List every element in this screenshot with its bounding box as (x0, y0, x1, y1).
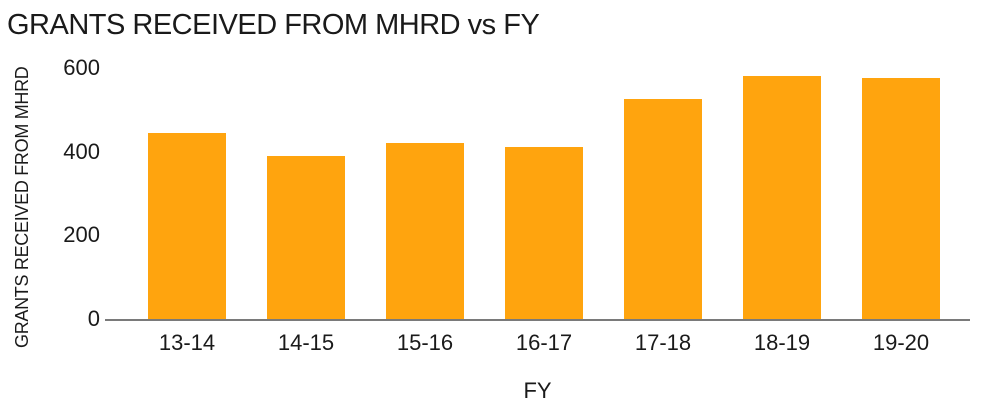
x-tick-label-19-20: 19-20 (872, 330, 930, 355)
y-axis-title: GRANTS RECEIVED FROM MHRD (12, 66, 32, 348)
x-axis-line (105, 319, 970, 321)
x-tick-label-15-16: 15-16 (396, 330, 454, 355)
y-tick-label-0: 0 (87, 306, 100, 331)
x-axis-title: FY (523, 378, 552, 403)
y-tick-label-600: 600 (63, 55, 100, 80)
x-tick-label-14-15: 14-15 (277, 330, 335, 355)
bar-15-16 (386, 143, 464, 319)
bar-14-15 (267, 156, 345, 319)
y-tick-label-400: 400 (63, 138, 100, 164)
x-tick-label-16-17: 16-17 (515, 330, 573, 355)
bar-16-17 (505, 147, 583, 319)
bar-13-14 (148, 133, 226, 319)
bar-19-20 (862, 78, 940, 319)
x-tick-label-18-19: 18-19 (753, 330, 811, 355)
chart-title: GRANTS RECEIVED FROM MHRD vs FY (7, 9, 540, 41)
x-tick-label-13-14: 13-14 (158, 330, 216, 355)
y-tick-label-200: 200 (63, 222, 100, 248)
x-tick-label-17-18: 17-18 (634, 330, 692, 355)
bar-18-19 (743, 76, 821, 319)
bar-17-18 (624, 99, 702, 319)
